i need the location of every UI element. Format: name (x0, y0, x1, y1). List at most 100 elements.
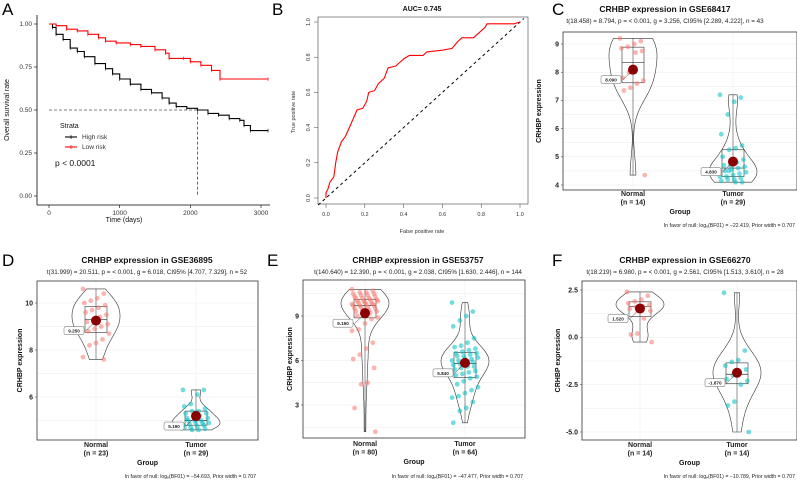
data-point (733, 145, 738, 151)
data-point (449, 300, 455, 305)
bayes-footnote: In favor of null: logₑ(BF01) = −47.477, … (392, 474, 523, 480)
panel-a: A 0.00 0.25 0.50 0.75 1.00 0 1000 2000 3000 Time (… (2, 0, 270, 224)
data-point (88, 298, 94, 304)
data-point (202, 406, 208, 412)
data-point (101, 291, 107, 296)
data-point (722, 168, 728, 174)
y-tick-label: 0.2 (306, 159, 312, 167)
data-point (738, 382, 744, 388)
x-tick-label: 0 (47, 210, 51, 217)
data-point (104, 312, 109, 318)
y-tick-label: 6 (295, 358, 299, 365)
mean-label-box (63, 326, 85, 335)
p-value: p < 0.0001 (55, 158, 96, 168)
data-point (731, 99, 737, 105)
mean-label: 4.830 (705, 170, 717, 175)
data-point (739, 179, 745, 185)
data-point (449, 395, 455, 400)
x-axis-title: Group (137, 460, 158, 467)
x-tick-label: Normal (628, 442, 652, 449)
plot-frame (581, 280, 797, 441)
km-curve-high-risk (49, 23, 269, 132)
violin-tumor (171, 389, 221, 431)
data-point (106, 331, 112, 336)
y-tick-label: 0.25 (19, 150, 32, 157)
chart-title: CRHBP expression in GSE36895 (81, 255, 212, 265)
data-point (628, 332, 634, 337)
x-axis-title: Group (679, 460, 700, 467)
data-point (350, 356, 356, 362)
data-point (725, 403, 731, 408)
y-tick-label: 1.0 (306, 18, 312, 26)
bayes-footnote: In favor of null: logₑ(BF01) = −54.693, … (125, 474, 256, 480)
x-tick-label: 2000 (183, 210, 198, 217)
data-point (618, 45, 624, 51)
data-point (739, 143, 745, 148)
group-size-label: (n = 80) (353, 450, 378, 457)
data-point (94, 295, 100, 301)
data-point (743, 367, 749, 372)
data-point (742, 348, 748, 353)
data-point (450, 324, 456, 329)
data-point (721, 162, 727, 168)
data-point (202, 426, 208, 432)
data-point (373, 429, 378, 435)
x-tick-label: 0.6 (439, 212, 447, 218)
data-point (466, 347, 472, 353)
data-point (639, 48, 645, 54)
data-point (726, 147, 732, 153)
mean-label: 5.190 (168, 424, 180, 429)
plot-frame (302, 279, 526, 439)
y-axis-title: CRHBP expression (287, 327, 294, 391)
y-tick-label: 9 (295, 313, 299, 320)
y-tick-label: 8 (29, 347, 33, 354)
data-point (625, 300, 631, 306)
data-point (633, 50, 638, 55)
data-point (456, 393, 461, 399)
x-tick-label: Normal (84, 442, 108, 449)
data-point (196, 427, 202, 433)
data-point (466, 370, 472, 375)
chart-title: CRHBP expression in GSE68417 (599, 4, 730, 14)
data-point (475, 355, 481, 360)
panel-c: C CRHBP expression in GSE68417 t(18.458) =… (536, 0, 797, 229)
violin-normal (608, 38, 658, 176)
data-point (189, 427, 195, 433)
group-size-label: (n = 29) (721, 200, 746, 207)
data-point (474, 374, 480, 380)
y-tick-label: 10 (25, 300, 33, 307)
data-point (470, 399, 476, 405)
box-normal (621, 46, 645, 84)
x-tick-label: 0.8 (477, 212, 485, 218)
y-tick-label: 0.50 (19, 107, 32, 114)
y-tick-label: 6 (29, 394, 33, 401)
data-point (467, 352, 473, 357)
x-tick-label: 1000 (112, 210, 127, 217)
panel-label: E (267, 251, 278, 270)
data-point (92, 326, 98, 332)
data-point (729, 359, 735, 365)
mean-label-box (600, 75, 622, 84)
data-point (642, 172, 648, 178)
data-point (617, 36, 623, 41)
y-axis-title: CRHBP expression (17, 329, 24, 393)
data-point (188, 401, 194, 407)
data-point (457, 318, 463, 323)
data-point (365, 380, 370, 386)
data-point (725, 112, 731, 117)
data-point (105, 321, 111, 327)
violin-tumor (440, 302, 490, 424)
mean-point (460, 357, 470, 368)
data-point (742, 164, 748, 170)
chart-subtitle: t(18.458) = 8.794, p = < 0.001, g = 3.25… (566, 18, 764, 25)
mean-label-box (163, 421, 185, 431)
data-point (743, 169, 749, 175)
data-point (452, 367, 457, 372)
data-point (371, 365, 377, 371)
legend-title: Strata (60, 123, 79, 130)
data-point (81, 300, 87, 306)
data-point (462, 390, 468, 396)
panel-d: D CRHBP expression in GSE36895 t(31.999) =… (2, 251, 259, 480)
y-tick-label: 0.75 (19, 64, 32, 71)
data-point (85, 328, 91, 334)
